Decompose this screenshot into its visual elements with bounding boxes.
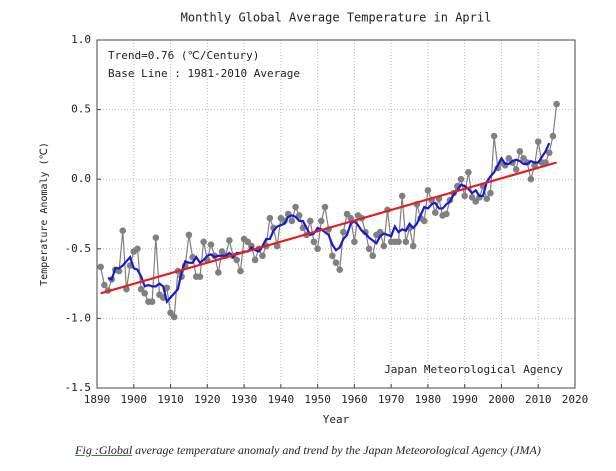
data-point	[527, 175, 535, 183]
data-point	[461, 192, 468, 200]
data-point	[101, 281, 108, 289]
data-point	[398, 192, 406, 200]
series-line	[100, 161, 557, 295]
x-tick-label: 2010	[525, 393, 552, 406]
x-tick-label: 2020	[562, 393, 589, 406]
y-tick-label: -1.0	[65, 311, 92, 324]
data-point	[288, 217, 296, 225]
data-point	[306, 217, 314, 225]
plot-frame	[96, 39, 576, 389]
series-line	[107, 142, 551, 305]
x-tick-label: 1920	[194, 393, 221, 406]
data-point	[443, 210, 450, 218]
data-point	[115, 267, 123, 275]
data-point	[457, 175, 465, 183]
data-point	[310, 238, 318, 246]
data-point	[134, 245, 141, 253]
data-point	[465, 168, 472, 176]
x-tick-label: 2000	[488, 393, 515, 406]
data-point	[409, 242, 417, 250]
data-point	[369, 252, 377, 260]
data-point	[380, 242, 388, 250]
data-point	[317, 217, 325, 225]
data-point	[295, 212, 303, 219]
data-point	[329, 252, 336, 260]
data-point	[152, 234, 160, 241]
data-point	[170, 313, 178, 321]
data-point	[259, 252, 266, 260]
data-point	[237, 267, 244, 275]
x-tick-label: 1940	[268, 393, 295, 406]
data-point	[365, 245, 373, 253]
data-point	[545, 149, 553, 157]
data-point	[273, 242, 281, 250]
data-point	[97, 263, 104, 271]
data-point	[347, 214, 355, 222]
data-point	[534, 138, 542, 145]
grid	[96, 39, 576, 389]
y-axis-label: Temperature Anomaly (℃)	[39, 142, 50, 286]
x-tick-label: 1900	[121, 393, 148, 406]
data-point	[336, 266, 343, 273]
data-point	[490, 132, 498, 140]
x-tick-label: 1990	[451, 393, 478, 406]
x-tick-label: 1970	[378, 393, 405, 406]
x-tick-label: 1910	[157, 393, 184, 406]
marks	[97, 100, 560, 321]
annotation: Base Line : 1981-2010 Average	[108, 67, 300, 80]
data-point	[340, 228, 347, 236]
y-tick-label: 0.5	[71, 103, 91, 116]
caption: Fig :Global average temperature anomaly …	[0, 443, 616, 458]
data-point	[512, 166, 520, 173]
data-point	[314, 245, 321, 253]
data-point	[141, 290, 149, 297]
x-tick-label: 1960	[341, 393, 368, 406]
annotation: Trend=0.76 (℃/Century)	[108, 49, 259, 62]
data-point	[420, 217, 428, 225]
chart: Monthly Global Average Temperature in Ap…	[39, 11, 589, 427]
data-point	[119, 227, 127, 235]
x-tick-label: 1950	[304, 393, 331, 406]
data-point	[483, 195, 491, 202]
caption-link[interactable]: Fig :Global	[75, 443, 133, 457]
chart-title: Monthly Global Average Temperature in Ap…	[181, 11, 492, 25]
y-tick-label: -0.5	[65, 242, 92, 255]
data-point	[251, 256, 259, 264]
data-point	[200, 238, 207, 246]
x-tick-label: 1930	[231, 393, 258, 406]
data-point	[531, 161, 538, 169]
data-point	[332, 259, 340, 267]
x-tick-label: 1890	[84, 393, 111, 406]
plot-area	[97, 40, 575, 388]
data-point	[516, 148, 524, 155]
annotation: Japan Meteorological Agency	[384, 363, 563, 376]
data-point	[553, 100, 560, 108]
y-tick-label: 0.0	[71, 172, 91, 185]
x-axis-label: Year	[323, 413, 350, 426]
data-point	[431, 209, 439, 216]
data-point	[424, 187, 432, 194]
data-point	[185, 231, 193, 239]
data-point	[487, 189, 494, 197]
data-point	[292, 203, 299, 211]
data-point	[266, 214, 274, 222]
y-tick-label: 1.0	[71, 33, 91, 46]
data-point	[226, 237, 233, 244]
data-point	[207, 241, 215, 248]
data-point	[163, 284, 171, 292]
data-point	[321, 203, 329, 211]
y-tick-label: -1.5	[65, 381, 92, 394]
data-point	[395, 238, 402, 246]
data-point	[148, 298, 156, 305]
data-point	[233, 256, 241, 264]
data-point	[402, 238, 410, 246]
data-point	[549, 132, 557, 140]
data-point	[215, 269, 222, 276]
data-point	[351, 238, 358, 246]
data-point	[196, 273, 204, 280]
caption-text: average temperature anomaly and trend by…	[132, 443, 541, 457]
x-tick-label: 1980	[415, 393, 442, 406]
